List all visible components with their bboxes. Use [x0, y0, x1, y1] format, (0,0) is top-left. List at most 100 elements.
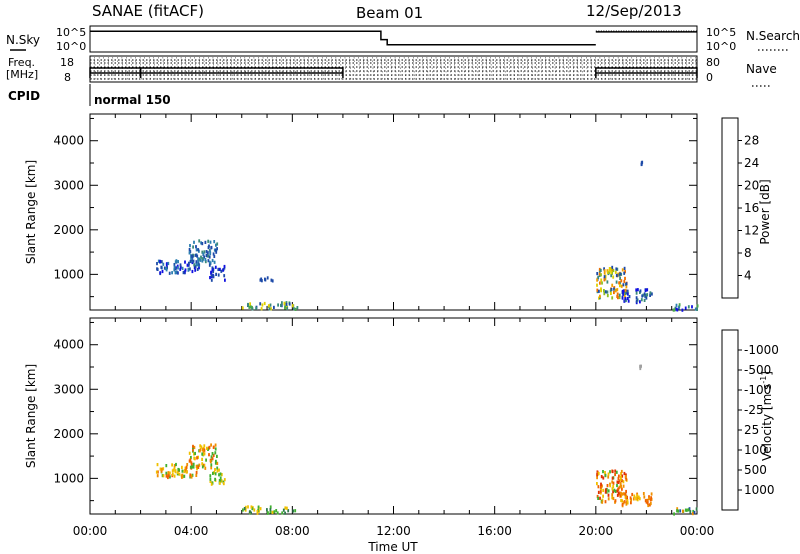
nave-hatch: [335, 56, 338, 82]
range-cell: [672, 308, 675, 312]
range-cell: [612, 275, 615, 279]
nave-hatch: [458, 56, 461, 82]
range-cell: [250, 505, 253, 509]
range-cell: [694, 307, 697, 311]
range-cell: [615, 280, 618, 284]
range-cell: [167, 475, 169, 480]
range-cell: [176, 470, 179, 475]
velocity-colorbar: 1000 500 100 25 -25 -100 -500 -1000: [721, 329, 779, 511]
nave-hatch: [590, 56, 593, 82]
range-cell: [211, 452, 214, 456]
freq-tick-top: 18: [60, 56, 74, 69]
nave-hatch: [94, 56, 97, 82]
range-cell: [220, 473, 223, 477]
power-axis-ticks: 1000 2000 3000 4000: [53, 114, 698, 310]
nave-hatch: [449, 56, 452, 82]
range-cell: [210, 278, 213, 282]
range-cell: [192, 444, 194, 448]
range-cell: [609, 267, 612, 271]
y-tick-label: 3000: [53, 382, 84, 396]
range-cell: [596, 473, 598, 477]
range-cell: [216, 242, 219, 246]
nave-hatch: [667, 56, 670, 82]
range-cell: [195, 464, 198, 469]
range-cell: [597, 496, 599, 500]
range-cell: [621, 487, 623, 491]
range-cell: [600, 482, 602, 486]
range-cell: [171, 271, 173, 275]
range-cell: [611, 268, 614, 272]
colorbar-tick-label: 4: [744, 269, 752, 283]
range-cell: [209, 240, 212, 244]
nave-hatch: [681, 56, 684, 82]
range-cell: [214, 447, 217, 451]
range-cell: [209, 250, 212, 254]
nave-hatch: [636, 56, 638, 82]
range-cell: [677, 509, 680, 513]
range-cell: [611, 476, 614, 480]
range-cell: [195, 248, 198, 252]
range-cell: [607, 497, 610, 501]
range-cell: [628, 295, 631, 299]
range-cell: [636, 496, 639, 500]
nave-hatch: [481, 56, 484, 82]
range-cell: [176, 271, 179, 275]
range-cell: [626, 296, 629, 301]
x-tick-label: 16:00: [477, 524, 512, 538]
range-cell: [181, 473, 184, 477]
range-cell: [220, 479, 223, 483]
range-cell: [596, 278, 598, 282]
range-cell: [204, 258, 207, 262]
range-cell: [191, 255, 194, 259]
range-cell: [617, 491, 620, 495]
range-cell: [623, 471, 626, 476]
range-cell: [596, 476, 598, 480]
range-cell: [216, 461, 219, 465]
range-cell: [197, 259, 200, 263]
range-cell: [620, 478, 623, 483]
range-cell: [219, 267, 221, 271]
range-cell: [173, 265, 176, 269]
range-cell: [604, 290, 607, 294]
nave-hatch: [249, 56, 252, 82]
range-cell: [162, 262, 165, 266]
range-cell: [626, 289, 629, 293]
range-cell: [188, 248, 191, 252]
range-cell: [624, 276, 626, 280]
nave-hatch: [303, 56, 306, 82]
range-cell: [638, 497, 641, 501]
range-cell: [617, 487, 620, 491]
nave-hatch: [294, 56, 297, 82]
nave-hatch: [535, 56, 538, 82]
range-cell: [183, 469, 186, 474]
colorbar-tick-label: 500: [744, 463, 767, 477]
nave-hatch: [290, 56, 293, 82]
range-cell: [645, 293, 648, 297]
range-cell: [620, 498, 622, 503]
range-cell: [600, 289, 602, 293]
freq-unit: [MHz]: [6, 68, 38, 81]
range-cell: [222, 482, 225, 486]
nave-hatch: [103, 56, 106, 82]
colorbar-frame: [721, 329, 739, 511]
range-cell: [614, 469, 617, 473]
range-cell: [198, 257, 200, 261]
range-cell: [621, 502, 624, 507]
range-cell: [212, 471, 214, 475]
range-cell: [635, 496, 638, 500]
nave-hatch: [285, 56, 288, 82]
range-cell: [174, 469, 177, 473]
range-cell: [171, 463, 173, 467]
range-cell: [195, 262, 198, 266]
range-cell: [649, 293, 651, 297]
y-tick-label: 2000: [53, 223, 84, 237]
range-cell: [639, 300, 641, 304]
nave-hatch: [558, 56, 561, 82]
range-cell: [621, 499, 623, 503]
range-cell: [206, 254, 208, 258]
range-cell: [250, 511, 252, 515]
range-cell: [187, 263, 190, 267]
nave-hatch: [189, 56, 192, 82]
range-cell: [214, 443, 217, 447]
velocity-axis-ticks: 1000 2000 3000 4000: [53, 318, 698, 514]
